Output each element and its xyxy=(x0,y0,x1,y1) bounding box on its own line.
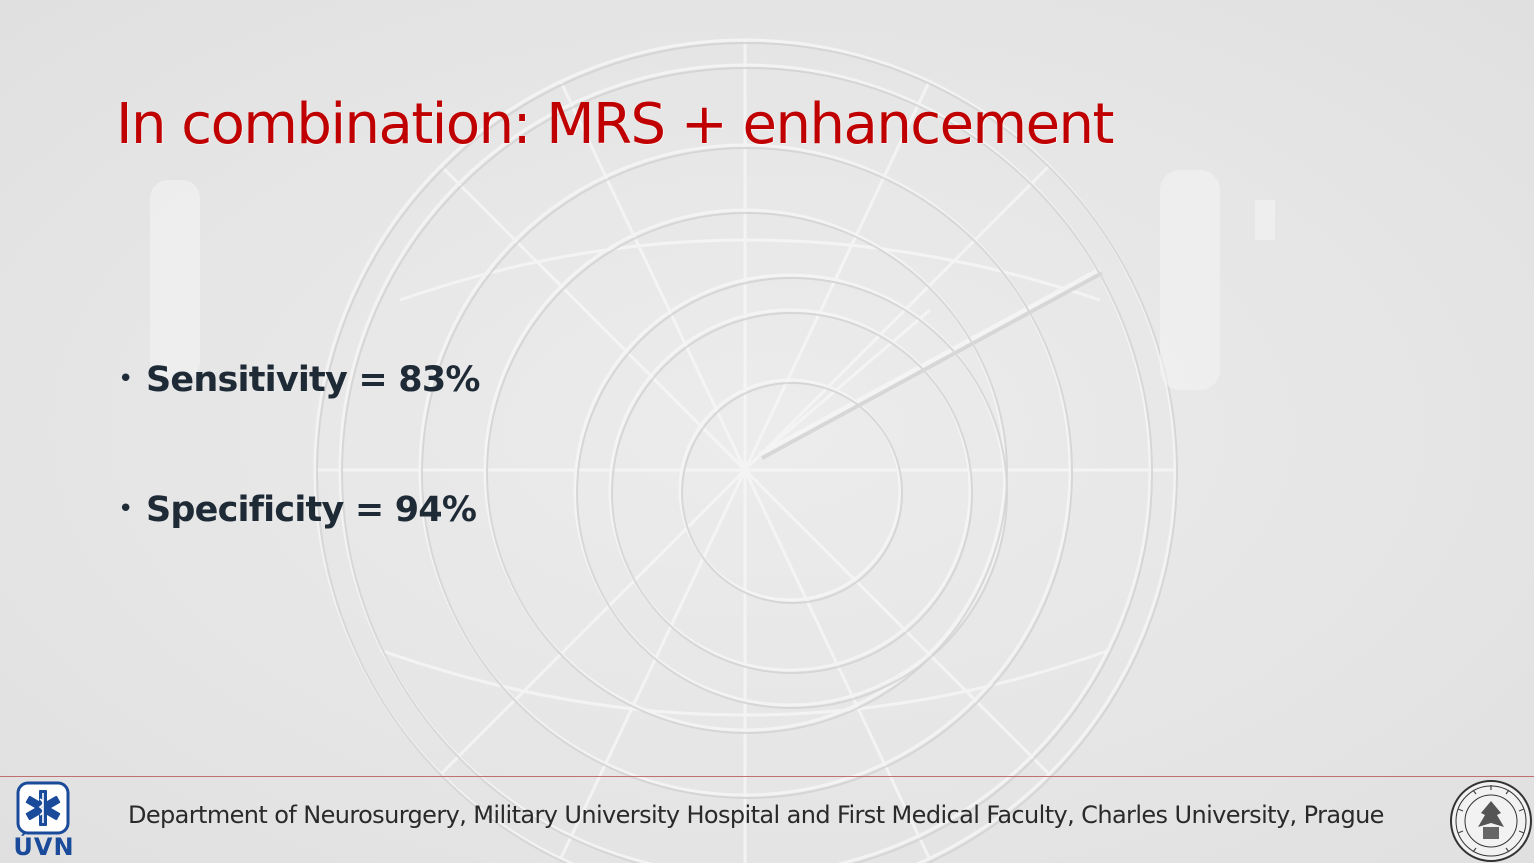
bullet-text: Specificity = 94% xyxy=(146,490,477,530)
uvn-logo: ÚVN xyxy=(2,779,86,861)
bullet-item-sensitivity: • Sensitivity = 83% xyxy=(118,360,480,490)
slide-title: In combination: MRS + enhancement xyxy=(116,92,1115,157)
uvn-logo-text: ÚVN xyxy=(13,833,75,861)
footer-divider xyxy=(0,776,1534,777)
bullet-text: Sensitivity = 83% xyxy=(146,360,480,400)
bullet-marker: • xyxy=(118,494,133,524)
footer: ÚVN Department of Neurosurgery, Military… xyxy=(0,777,1534,863)
bullet-item-specificity: • Specificity = 94% xyxy=(118,490,480,620)
university-seal-icon xyxy=(1450,780,1532,862)
bullet-list: • Sensitivity = 83% • Specificity = 94% xyxy=(118,360,480,620)
bullet-marker: • xyxy=(118,364,133,394)
star-of-life-icon xyxy=(16,781,70,835)
footer-affiliation: Department of Neurosurgery, Military Uni… xyxy=(128,801,1384,829)
